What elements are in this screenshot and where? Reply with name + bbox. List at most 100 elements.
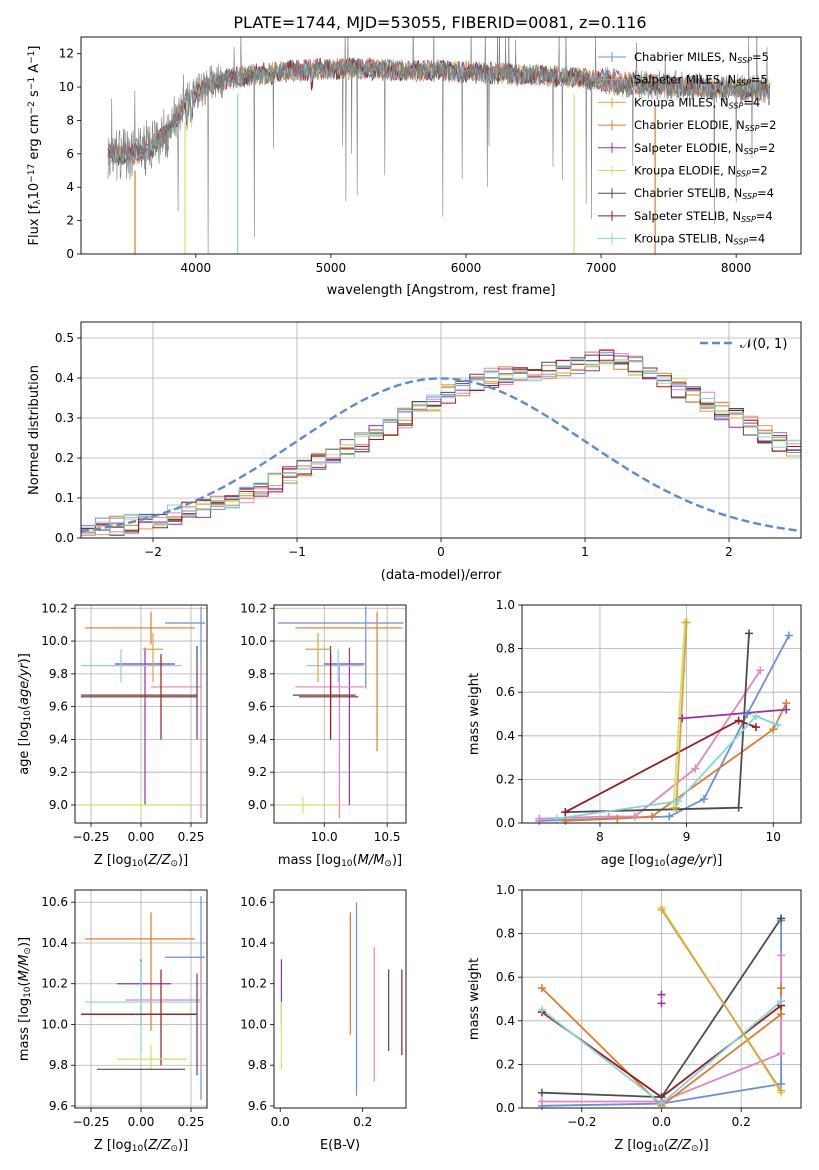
plus-marker <box>537 984 546 993</box>
histogram-step <box>81 351 801 538</box>
label-part: Z [log <box>614 1138 652 1153</box>
series-line <box>660 909 782 1092</box>
label-part: )] <box>17 937 32 947</box>
series-line <box>556 715 778 820</box>
plus-marker <box>756 666 765 675</box>
figure-title: PLATE=1744, MJD=53055, FIBERID=0081, z=0… <box>233 13 646 32</box>
residuals-panel: −2 −1 0 1 2 0.0 0.1 0.2 0.3 0.4 0.5 (data-model)/er… <box>27 321 802 583</box>
x-axis-label: Z [log10(Z/Z⊙)] <box>94 1138 188 1154</box>
y-axis-label: mass [log10(M/M⊙)] <box>17 937 33 1061</box>
legend-main: Kroupa MILES, N <box>634 95 729 109</box>
x-axis-label: mass [log10(M/M⊙)] <box>278 853 402 869</box>
y-axis-label: mass weight <box>467 673 482 755</box>
label-part: ( <box>143 1138 148 1153</box>
x-tick-label: 9 <box>683 830 691 844</box>
axes-frame <box>521 889 802 1109</box>
x-tick-label: 0.0 <box>271 1115 290 1129</box>
y-tick-label: 9.6 <box>49 1099 68 1113</box>
x-tick-label: 0.00 <box>128 1115 155 1129</box>
label-part: ( <box>17 705 32 710</box>
label-part: M/M <box>358 853 385 868</box>
x-tick-label: 8 <box>596 830 604 844</box>
y-tick-label: 9.6 <box>49 700 68 714</box>
label-part: )] <box>178 853 188 868</box>
plus-marker <box>535 814 544 823</box>
legend-main: Chabrier ELODIE, N <box>634 118 745 132</box>
y-tick-label: 12 <box>59 47 74 61</box>
model-spectrum-line <box>107 58 770 166</box>
x-tick-label: 4000 <box>181 261 212 275</box>
x-tick-label: 2 <box>725 545 733 559</box>
y-tick-label: 10 <box>59 80 74 94</box>
y-tick-label: 1.0 <box>496 883 515 897</box>
age-vs-Z-panel: −0.25 0.00 0.25 9.0 9.2 9.4 9.6 9.8 10.0 10.2 Z [l… <box>17 601 208 869</box>
label-part: ( <box>665 853 670 868</box>
plus-marker <box>665 812 674 821</box>
plus-marker <box>777 1049 786 1058</box>
x-tick-label: 10.5 <box>374 830 401 844</box>
x-tick-label: −0.25 <box>73 1115 110 1129</box>
legend-sub: SSP <box>736 79 751 88</box>
legend-label: 𝒩(0, 1) <box>740 337 787 352</box>
legend-sub: SSP <box>734 238 749 247</box>
plus-marker <box>613 814 622 823</box>
plus-marker <box>777 1010 786 1019</box>
y-tick-label: 10.4 <box>240 936 267 950</box>
y-tick-label: 0.6 <box>496 970 515 984</box>
y-axis-label: age [log10(age/yr)] <box>17 653 33 775</box>
legend-tail: =4 <box>757 186 774 200</box>
label-part: mass [log <box>17 998 32 1061</box>
label-part: Z [log <box>94 853 132 868</box>
x-tick-label: 0 <box>437 545 445 559</box>
legend-label: Chabrier ELODIE, NSSP=2 <box>634 118 776 133</box>
plus-marker <box>751 723 760 732</box>
y-tick-label: 10.6 <box>41 895 68 909</box>
y-tick-label: 4 <box>66 180 74 194</box>
label-part: ⊙ <box>691 1144 699 1154</box>
y-tick-label: 9.8 <box>49 1058 68 1072</box>
y-tick-label: 10.0 <box>240 1017 267 1031</box>
plus-marker <box>777 1086 786 1095</box>
legend-sub: SSP <box>729 101 744 110</box>
plus-marker <box>682 618 691 627</box>
label-part: M/M <box>17 955 32 982</box>
x-tick-label: 0.25 <box>178 830 205 844</box>
legend-label: Salpeter STELIB, NSSP=4 <box>634 209 773 224</box>
plot-area <box>81 606 205 819</box>
y-tick-label: 1.0 <box>496 598 515 612</box>
normal-curve <box>81 377 801 533</box>
y-tick-label: 9.2 <box>248 765 267 779</box>
plus-marker <box>773 720 782 729</box>
plus-marker <box>678 714 687 723</box>
y-tick-label: 8 <box>66 113 74 127</box>
label-part: 10 <box>652 1144 664 1154</box>
legend-tail: =2 <box>758 141 775 155</box>
label-part: Z/Z <box>668 1138 692 1153</box>
x-tick-label: 0.2 <box>732 1115 751 1129</box>
legend-sub: SSP <box>741 215 756 224</box>
label-part: ( <box>353 853 358 868</box>
legend-main: Kroupa STELIB, N <box>634 232 734 246</box>
y-tick-label: 9.6 <box>248 700 267 714</box>
legend-tail: =5 <box>752 50 769 64</box>
plot-area <box>277 606 404 819</box>
plus-marker <box>604 812 613 821</box>
x-tick-label: −2 <box>144 545 162 559</box>
axes-frame <box>80 321 802 539</box>
legend-tail: =4 <box>743 95 760 109</box>
plot-area <box>81 896 205 1100</box>
y-tick-label: 0.1 <box>55 491 74 505</box>
legend-sub: SSP <box>737 56 752 65</box>
series-line <box>682 708 787 720</box>
y-tick-label: 0.2 <box>496 772 515 786</box>
plot-area <box>280 902 403 1096</box>
x-axis-label: age [log10(age/yr)] <box>601 853 723 869</box>
plus-marker <box>777 914 786 923</box>
label-part: )] <box>17 653 32 663</box>
series-line <box>672 622 686 808</box>
y-tick-label: 10.0 <box>41 634 68 648</box>
label-part: 10 <box>132 859 144 869</box>
label-part: ⊙ <box>170 1144 178 1154</box>
age-vs-mass-panel: 10.0 10.5 9.0 9.2 9.4 9.6 9.8 10.0 10.2 mass [log… <box>240 601 407 869</box>
legend-label: Kroupa STELIB, NSSP=4 <box>634 232 765 247</box>
